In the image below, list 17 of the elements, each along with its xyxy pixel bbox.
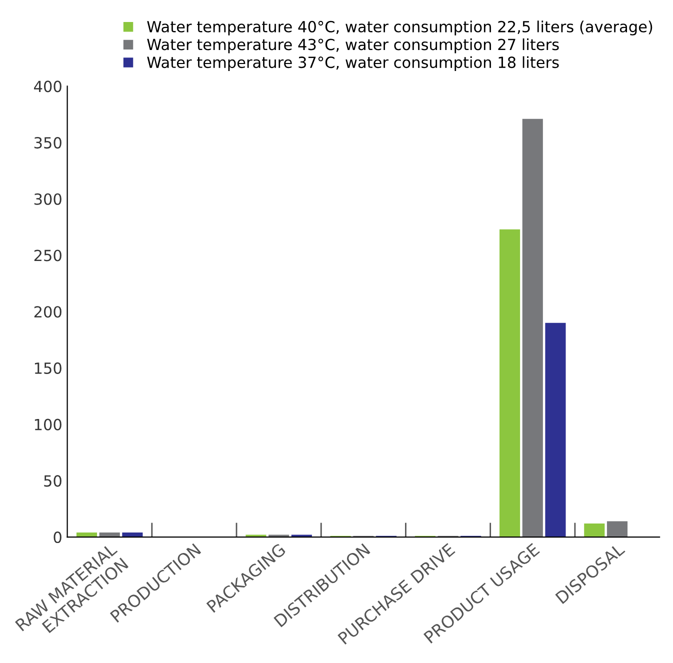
y-tick-label: 100 <box>34 418 62 430</box>
y-tick-label: 350 <box>34 137 62 149</box>
y-tick-label: 300 <box>34 193 62 205</box>
bar <box>522 118 543 538</box>
y-tick-label: 250 <box>34 250 62 262</box>
legend-label: Water temperature 43°C, water consumption 27 liters <box>147 38 559 54</box>
bar <box>606 521 628 538</box>
bar <box>500 229 520 538</box>
legend-label: Water temperature 40°C, water consumption 22,5 liters (average) <box>147 20 652 36</box>
y-tick-label: 200 <box>34 306 62 318</box>
y-tick-label: 150 <box>34 362 62 374</box>
y-tick-label: 400 <box>34 80 62 92</box>
bar <box>545 322 566 538</box>
y-tick-label: 0 <box>54 531 62 544</box>
bar <box>584 524 605 538</box>
y-tick-label: 50 <box>44 475 62 487</box>
legend-label: Water temperature 37°C, water consumption 18 liters <box>147 56 559 72</box>
